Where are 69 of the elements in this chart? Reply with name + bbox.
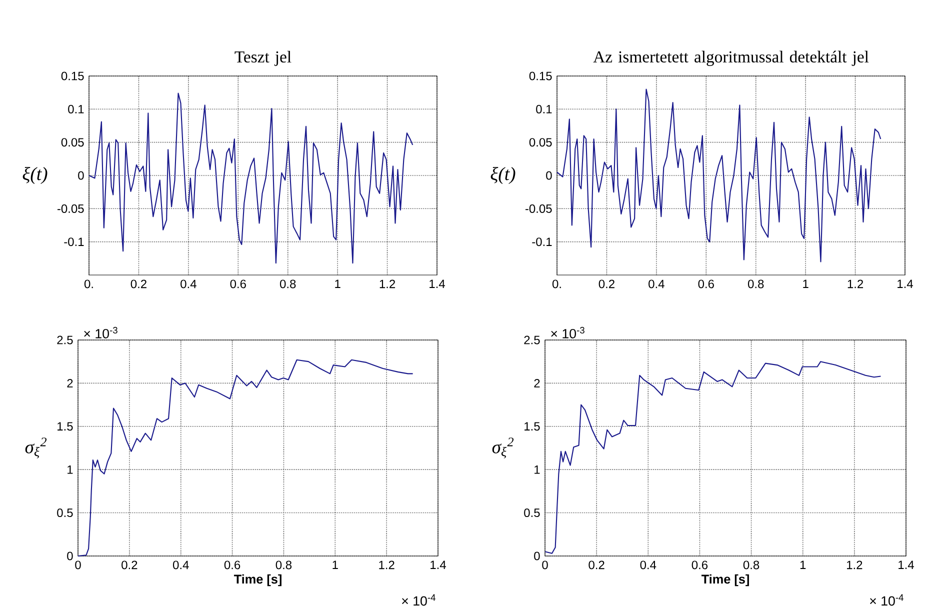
- y-tick-label: 1: [68, 465, 73, 474]
- y-tick-label: 0.15: [529, 72, 552, 80]
- x-tick-label: 1.4: [898, 280, 913, 288]
- line-series: [88, 92, 414, 264]
- y-tick-label: 0.15: [61, 72, 84, 80]
- x-tick-label: 1.4: [430, 560, 446, 569]
- y-tick-label: 2: [534, 378, 540, 388]
- text: × 10$^{-3}$: [551, 326, 584, 338]
- x-tick-label: 0.8: [748, 280, 764, 288]
- x-tick-label: 1.2: [848, 280, 864, 288]
- x-tick-label: 1: [803, 280, 808, 288]
- y-axis-title: ξ(t): [490, 166, 516, 184]
- x-tick-label: 0.6: [224, 560, 240, 570]
- x-tick-label: 0.4: [180, 280, 196, 288]
- y-axis-title: σ$_{ξ}$2: [25, 438, 47, 458]
- x-tick-label: 0.6: [692, 560, 708, 570]
- y-tick-label: -0.1: [532, 238, 552, 246]
- chart-title: Az ismertetett algoritmussal detektált jel: [593, 50, 869, 66]
- x-tick-label: 1.4: [898, 560, 914, 569]
- x-axis-title: Time [s]: [234, 574, 282, 586]
- text: × 10$^{-4}$: [402, 594, 436, 606]
- y-tick-label: 0: [546, 171, 552, 180]
- x-tick-label: 1: [800, 560, 806, 569]
- y-axis-title: ξ(t): [22, 166, 48, 184]
- x-tick-label: 1: [335, 280, 340, 288]
- x-tick-label: 1.2: [380, 280, 396, 288]
- y-tick-label: 0.05: [529, 138, 552, 147]
- text: × 10$^{-3}$: [84, 326, 118, 338]
- y-tick-label: 0: [78, 171, 84, 180]
- x-tick-label: 1: [332, 560, 338, 569]
- line-series: [556, 88, 882, 262]
- chart-title: Teszt jel: [234, 50, 292, 66]
- line-series: [77, 359, 414, 557]
- y-tick-label: 0.05: [61, 138, 84, 147]
- x-tick-label: 0.2: [588, 560, 604, 570]
- y-tick-label: 1.5: [524, 422, 540, 431]
- x-tick-label: 0.4: [640, 560, 656, 570]
- y-tick-label: 0: [67, 552, 73, 560]
- x-tick-label: 0.8: [743, 560, 760, 570]
- y-tick-label: 0.5: [524, 508, 540, 518]
- x-tick-label: 0.2: [598, 280, 614, 288]
- x-tick-label: 0.2: [122, 560, 138, 570]
- x-tick-label: 0.2: [130, 280, 146, 288]
- text: × 10$^{-4}$: [870, 594, 904, 606]
- y-tick-label: 2.5: [524, 336, 540, 344]
- y-tick-label: 2: [67, 378, 73, 388]
- y-tick-label: 1: [534, 465, 540, 474]
- y-tick-label: 1.5: [58, 422, 73, 431]
- y-tick-label: -0.05: [57, 204, 84, 213]
- x-tick-label: 0.: [552, 280, 561, 288]
- x-tick-label: 0.8: [276, 560, 292, 570]
- x-tick-label: 0.4: [648, 280, 664, 288]
- x-tick-label: 0.8: [280, 280, 296, 288]
- x-tick-label: 0.6: [698, 280, 714, 288]
- x-tick-label: 0.: [84, 280, 93, 288]
- y-tick-label: -0.05: [525, 204, 552, 213]
- y-tick-label: -0.1: [64, 238, 84, 246]
- x-tick-label: 1.2: [379, 560, 394, 570]
- y-tick-label: 0.1: [536, 104, 552, 114]
- x-tick-label: 0.4: [172, 560, 189, 570]
- x-tick-label: 1.2: [847, 560, 862, 570]
- y-tick-label: 0.5: [57, 508, 73, 518]
- x-axis-title: Time [s]: [701, 574, 749, 586]
- x-tick-label: 0.6: [230, 280, 246, 288]
- y-axis-title: σ$_{ξ}$2: [492, 438, 514, 458]
- y-tick-label: 2.5: [57, 336, 73, 344]
- y-tick-label: 0: [534, 552, 540, 560]
- x-tick-label: 1.4: [430, 280, 445, 288]
- y-tick-label: 0.1: [68, 104, 84, 114]
